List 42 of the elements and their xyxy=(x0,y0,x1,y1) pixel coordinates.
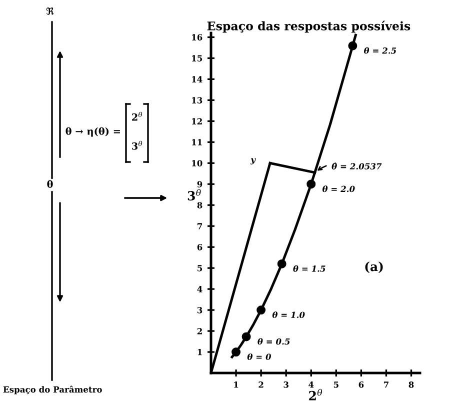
y-tick-label: 15 xyxy=(192,55,202,62)
y-tick-label: 9 xyxy=(197,181,202,188)
y-tick-label: 8 xyxy=(197,202,202,208)
chart-title: Espaço das respostas possíveis xyxy=(207,20,410,33)
y-axis-title: 3$^{θ}$ xyxy=(188,189,201,200)
text: θ xyxy=(47,180,53,188)
annotation: (a) xyxy=(365,262,383,273)
y-tick-label: 7 xyxy=(198,223,202,230)
text: 2$^{θ}$ xyxy=(132,112,142,121)
y-tick-label: 5 xyxy=(198,265,202,272)
y-tick-label: 14 xyxy=(192,76,202,82)
x-tick-label: 8 xyxy=(408,381,414,388)
y-tick-label: 3 xyxy=(197,307,202,314)
annotation: θ = 2.5 xyxy=(364,47,396,54)
x-tick-label: 4 xyxy=(308,381,314,388)
annotation: θ = 0.5 xyxy=(258,338,290,345)
y-tick-label: 12 xyxy=(192,118,202,124)
y-tick-label: 11 xyxy=(192,139,202,146)
y-tick-label: 1 xyxy=(198,348,202,356)
y-tick-label: 10 xyxy=(192,160,202,166)
x-tick-label: 7 xyxy=(384,382,388,388)
x-axis-title: 2$^{θ}$ xyxy=(309,388,322,400)
text: Espaço do Parâmetro xyxy=(3,386,102,394)
y-tick-label: 13 xyxy=(192,97,202,104)
annotation: θ = 1.0 xyxy=(272,311,305,318)
x-tick-label: 6 xyxy=(358,381,364,388)
annotation: θ̂ = 2.0537 xyxy=(332,162,382,170)
x-tick-label: 3 xyxy=(284,381,288,388)
text: 3$^{θ}$ xyxy=(132,140,142,150)
text: ℜ xyxy=(46,7,54,15)
y-tick-label: 16 xyxy=(192,34,202,40)
annotation: y xyxy=(250,158,256,164)
y-tick-label: 6 xyxy=(197,244,202,250)
annotation: θ = 0 xyxy=(247,353,272,360)
annotation: θ = 1.5 xyxy=(293,265,326,272)
x-tick-label: 1 xyxy=(234,381,238,388)
x-tick-label: 5 xyxy=(334,382,338,388)
y-tick-label: 2 xyxy=(197,328,202,334)
annotation: θ = 2.0 xyxy=(322,186,355,192)
x-tick-label: 2 xyxy=(258,381,264,388)
text: θ → η(θ) = xyxy=(66,127,120,137)
y-tick-label: 4 xyxy=(197,286,202,292)
